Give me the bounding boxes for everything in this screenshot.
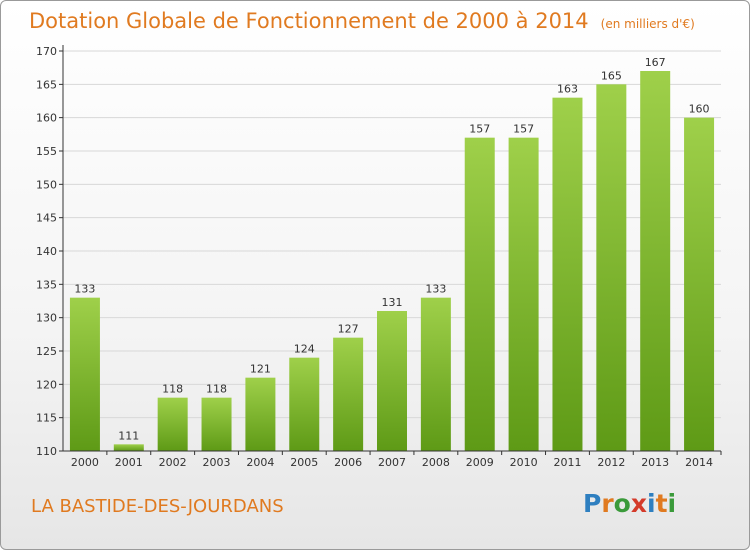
commune-name: LA BASTIDE-DES-JOURDANS	[31, 496, 284, 517]
x-tick-label-2010: 2010	[510, 456, 538, 469]
bar-2014	[684, 117, 715, 452]
data-label-2000: 133	[74, 283, 95, 296]
bar-2008	[420, 297, 451, 451]
bar-2013	[640, 71, 671, 451]
y-tick-label: 160	[36, 112, 57, 125]
data-label-2006: 127	[338, 323, 359, 336]
data-label-2010: 157	[513, 123, 534, 136]
x-tick-label-2000: 2000	[71, 456, 99, 469]
x-tick-label-2011: 2011	[553, 456, 581, 469]
x-tick-label-2005: 2005	[290, 456, 318, 469]
bar-2006	[333, 337, 364, 451]
logo-letter: t	[655, 489, 668, 518]
data-label-2008: 133	[425, 283, 446, 296]
data-label-2014: 160	[689, 103, 710, 116]
y-tick-label: 130	[36, 312, 57, 325]
data-label-2004: 121	[250, 363, 271, 376]
y-tick-label: 125	[36, 345, 57, 358]
x-tick-label-2008: 2008	[422, 456, 450, 469]
data-label-2013: 167	[645, 56, 666, 69]
x-tick-labels: 2000 2001 2002 2003 2004 2005 2006 2007 2008 2009…	[71, 456, 713, 469]
logo-letter: i	[647, 489, 656, 518]
x-tick-label-2012: 2012	[597, 456, 625, 469]
data-label-2009: 157	[469, 123, 490, 136]
bar-2004	[245, 377, 276, 451]
y-tick-label: 170	[36, 45, 57, 58]
bar-2003	[201, 397, 232, 451]
bar-2012	[596, 84, 627, 451]
data-labels: 133 111 118 118 121 124 127 131 133 157 157 163 165 1…	[74, 56, 709, 442]
y-tick-label: 165	[36, 78, 57, 91]
chart-title-text: Dotation Globale de Fonctionnement de 20…	[29, 9, 589, 33]
y-tick-label: 150	[36, 178, 57, 191]
bar-2009	[464, 137, 495, 451]
x-tick-label-2002: 2002	[159, 456, 187, 469]
bar-2002	[157, 397, 188, 451]
y-tick-label: 155	[36, 145, 57, 158]
logo-letter: o	[613, 489, 631, 518]
logo-letter: x	[630, 489, 647, 518]
logo-letter: P	[583, 489, 602, 518]
bar-2011	[552, 97, 583, 452]
y-tick-label: 120	[36, 378, 57, 391]
x-tick-label-2006: 2006	[334, 456, 362, 469]
bars	[69, 71, 722, 455]
data-label-2002: 118	[162, 383, 183, 396]
x-tick-label-2001: 2001	[115, 456, 143, 469]
bar-2005	[289, 357, 320, 451]
logo-letter: r	[601, 489, 614, 518]
bar-2007	[377, 311, 407, 451]
data-label-2011: 163	[557, 83, 578, 96]
x-tick-label-2013: 2013	[641, 456, 669, 469]
axes	[62, 45, 721, 452]
x-tick-label-2007: 2007	[378, 456, 406, 469]
logo-letter: i	[667, 489, 677, 518]
x-tick-label-2004: 2004	[246, 456, 274, 469]
bar-2010	[508, 137, 539, 451]
data-label-2001: 111	[118, 429, 139, 442]
data-label-2012: 165	[601, 69, 622, 82]
x-tick-label-2014: 2014	[685, 456, 713, 469]
bar-2000	[69, 297, 100, 451]
x-tick-label-2003: 2003	[203, 456, 231, 469]
y-tick-label: 115	[36, 412, 57, 425]
y-tick-label: 135	[36, 278, 57, 291]
bar-2001	[113, 444, 144, 451]
chart-title: Dotation Globale de Fonctionnement de 20…	[29, 9, 695, 33]
x-tick-label-2009: 2009	[466, 456, 494, 469]
chart-subtitle: (en milliers d'€)	[600, 17, 695, 31]
y-tick-labels: 110 115 120 125 130 135 140 145 150 155 160 165 170	[36, 45, 57, 458]
y-tick-label: 110	[36, 445, 57, 458]
data-label-2005: 124	[294, 343, 315, 356]
data-label-2003: 118	[206, 383, 227, 396]
y-tick-label: 140	[36, 245, 57, 258]
y-tick-label: 145	[36, 212, 57, 225]
data-label-2007: 131	[382, 296, 403, 309]
proxiti-logo: Proxiti	[583, 489, 676, 518]
